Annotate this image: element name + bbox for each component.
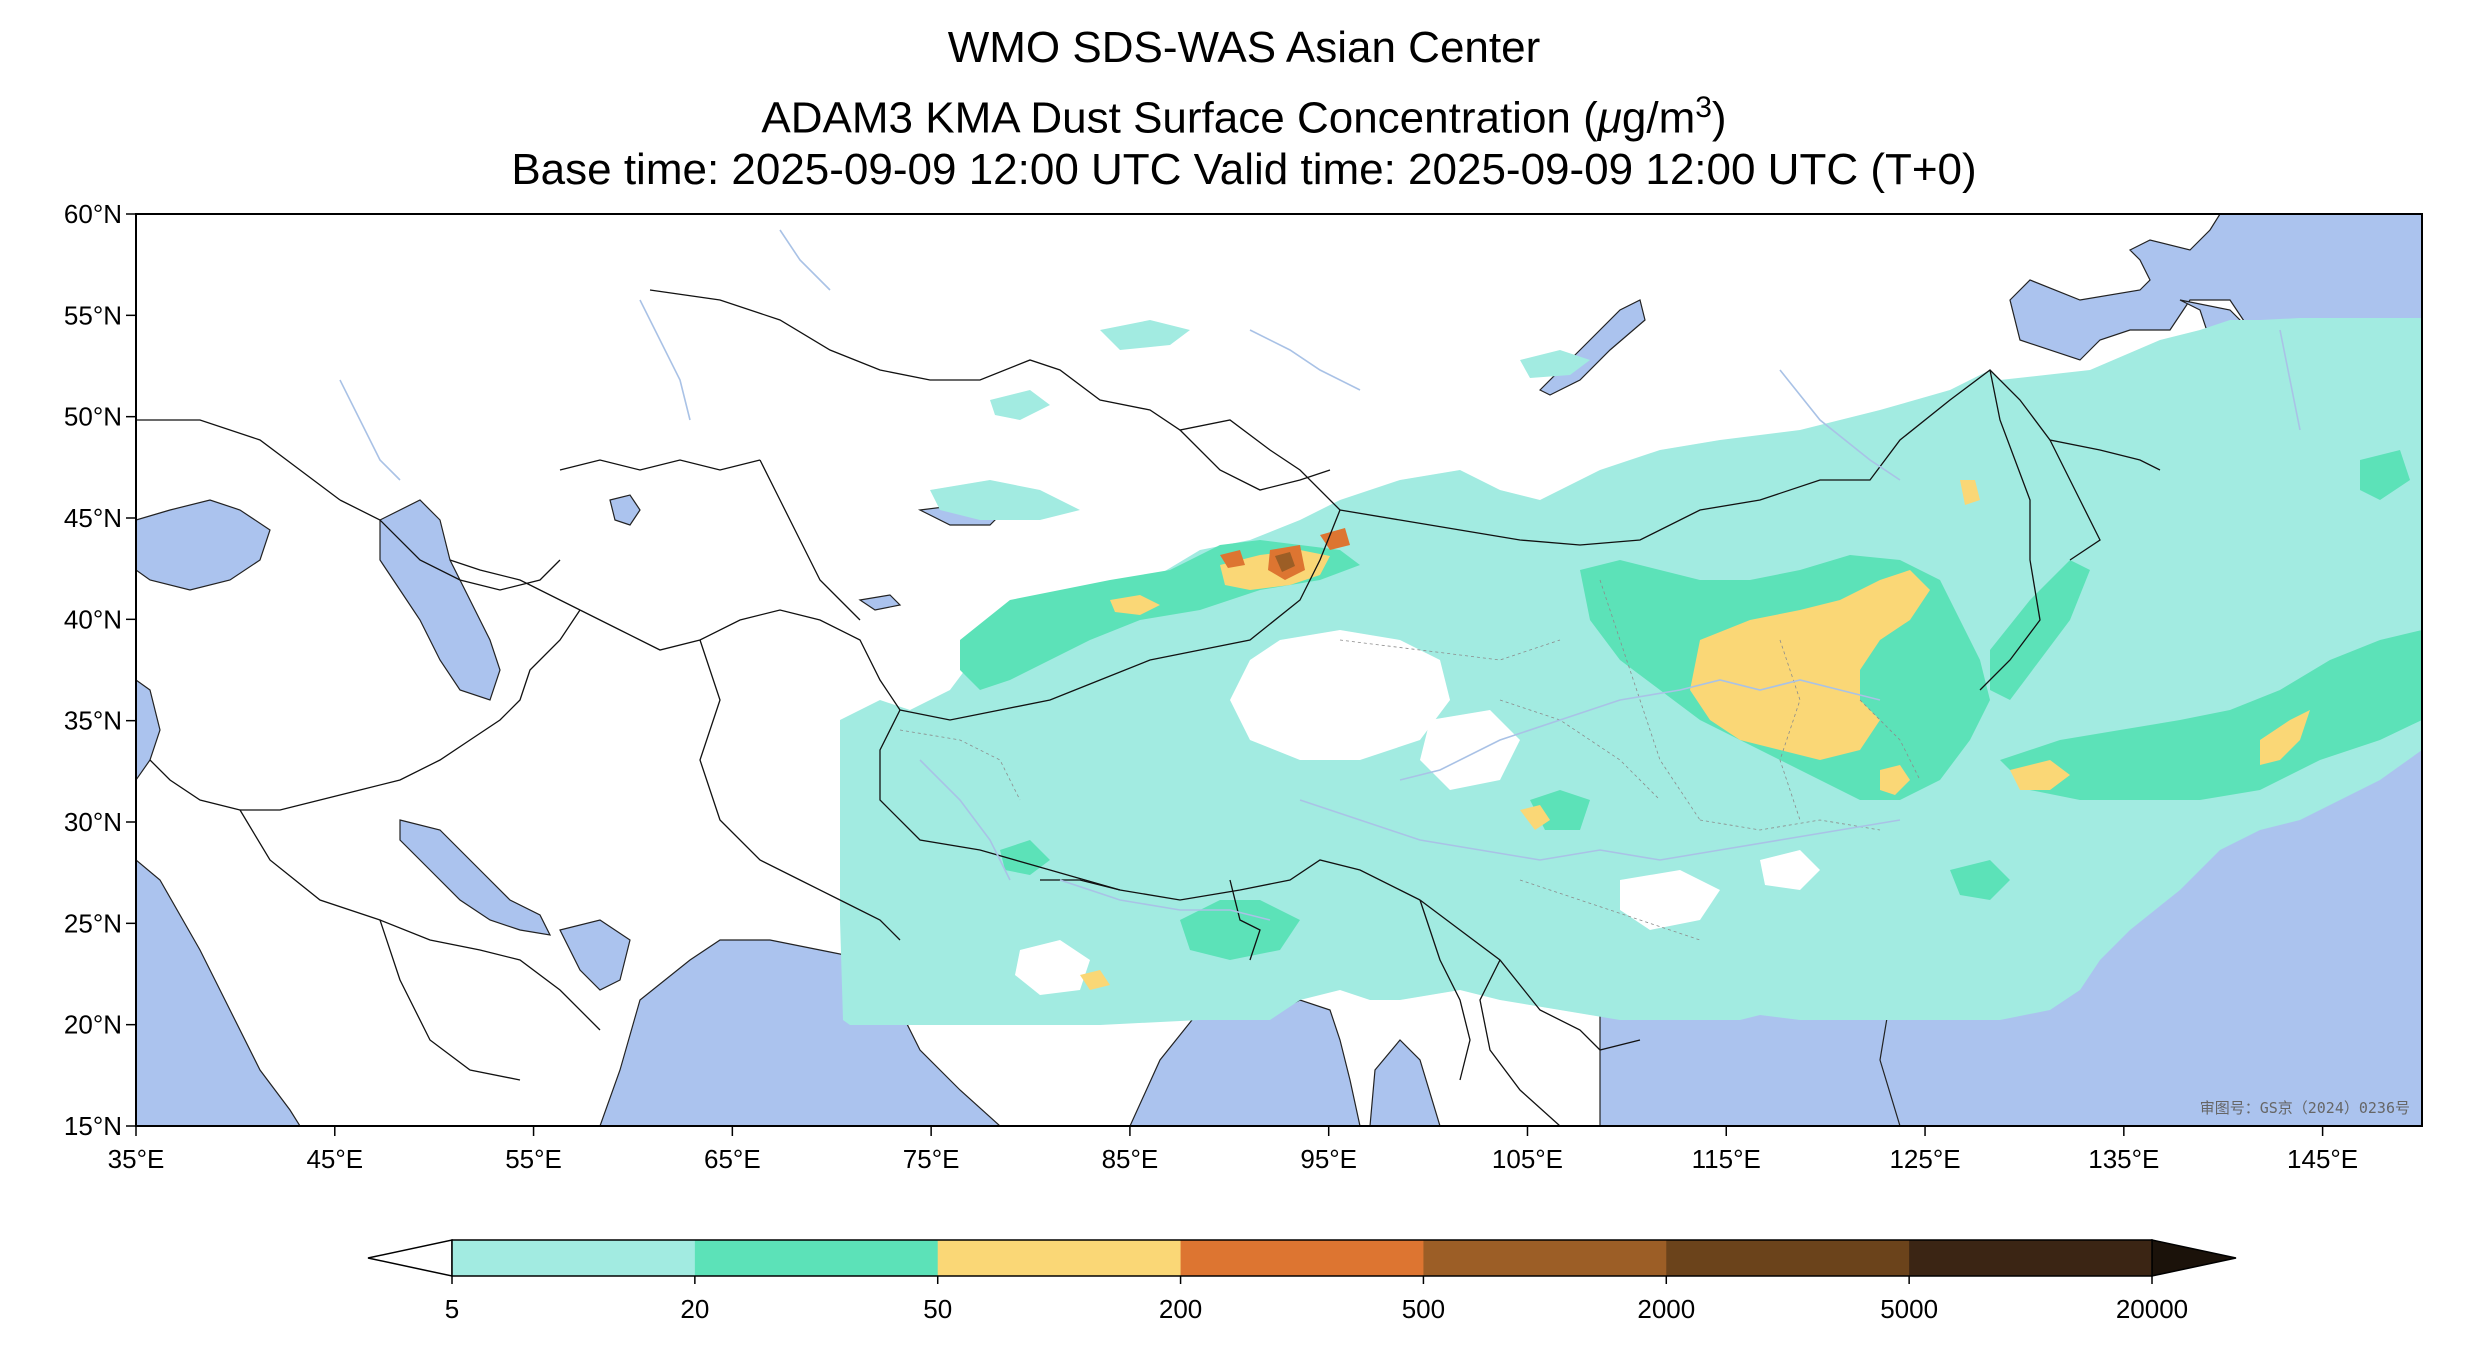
colorbar-bin	[1423, 1240, 1667, 1276]
mediterranean-sea	[136, 679, 161, 782]
lat-tick-label: 40°N	[64, 604, 122, 634]
colorbar-bin	[1909, 1240, 2153, 1276]
colorbar-outline	[451, 1239, 2153, 1277]
lon-tick-label: 75°E	[903, 1144, 960, 1174]
colorbar-tick-label: 5000	[1880, 1294, 1938, 1324]
time-info: Base time: 2025-09-09 12:00 UTC Valid ti…	[511, 145, 1977, 194]
colorbar-bins	[452, 1240, 2153, 1276]
colorbar-bin	[694, 1240, 939, 1276]
dust-fill-500-2000	[1275, 552, 1295, 572]
lat-tick-label: 35°N	[64, 706, 122, 736]
map-approval-stamp: 审图号：GS京（2024）0236号	[2200, 1099, 2410, 1117]
subtitle-exponent: 3	[1695, 91, 1712, 124]
colorbar-tick-label: 20	[680, 1294, 709, 1324]
colorbar-under-arrow	[367, 1239, 453, 1277]
andaman-sea	[1369, 1039, 1441, 1126]
colorbar-tick-label: 50	[923, 1294, 952, 1324]
lon-tick-label: 35°E	[108, 1144, 165, 1174]
lon-tick-label: 95°E	[1300, 1144, 1357, 1174]
lon-tick-label: 65°E	[704, 1144, 761, 1174]
gulf-of-oman	[559, 919, 631, 991]
subtitle-unit: g/m	[1621, 93, 1696, 143]
persian-gulf	[399, 819, 552, 936]
colorbar-tick-label: 2000	[1637, 1294, 1695, 1324]
rivers	[339, 229, 2301, 921]
colorbar-bin	[452, 1240, 696, 1276]
subtitle-mu: μ	[1597, 93, 1622, 143]
lat-tick-label: 55°N	[64, 300, 122, 330]
lat-tick-label: 30°N	[64, 807, 122, 837]
lon-tick-label: 135°E	[2088, 1144, 2159, 1174]
lat-tick-label: 20°N	[64, 1010, 122, 1040]
colorbar-tick-label: 500	[1402, 1294, 1445, 1324]
country-borders	[136, 289, 2161, 1126]
lon-tick-label: 85°E	[1102, 1144, 1159, 1174]
red-sea	[136, 859, 301, 1126]
colorbar-over-arrow	[2151, 1239, 2237, 1277]
latitude-axis: 60°N 55°N 50°N 45°N 40°N 35°N 30°N 25°N 20°N 15°N	[64, 199, 136, 1141]
colorbar-tick-label: 20000	[2116, 1294, 2188, 1324]
lon-tick-label: 125°E	[1889, 1144, 1960, 1174]
lon-tick-label: 105°E	[1492, 1144, 1563, 1174]
colorbar-tick-label: 200	[1159, 1294, 1202, 1324]
colorbar: 5 20 50 200 500 2000 5000 20000	[367, 1239, 2237, 1324]
map-frame	[135, 213, 2423, 1127]
lat-tick-label: 25°N	[64, 908, 122, 938]
province-borders	[899, 579, 1921, 941]
lon-tick-label: 145°E	[2287, 1144, 2358, 1174]
lat-tick-label: 50°N	[64, 402, 122, 432]
aral-sea	[609, 494, 641, 526]
subtitle-prefix: ADAM3 KMA Dust Surface Concentration (	[761, 93, 1598, 143]
subtitle-suffix: )	[1711, 93, 1727, 143]
longitude-axis: 35°E 45°E 55°E 65°E 75°E 85°E 95°E 105°E 115°E 12…	[108, 1126, 2358, 1174]
colorbar-bin	[1180, 1240, 1424, 1276]
map-subtitle: ADAM3 KMA Dust Surface Concentration (μg…	[0, 82, 2488, 145]
dust-fill-5-20	[840, 318, 2422, 1025]
colorbar-bin	[1666, 1240, 1910, 1276]
lat-tick-label: 60°N	[64, 199, 122, 229]
colorbar-bin	[937, 1240, 1182, 1276]
lon-tick-label: 115°E	[1692, 1144, 1761, 1174]
arabian-sea	[599, 939, 1001, 1126]
colorbar-ticks: 5 20 50 200 500 2000 5000 20000	[445, 1276, 2188, 1324]
lon-tick-label: 55°E	[505, 1144, 562, 1174]
clear-areas	[1015, 630, 1820, 995]
colorbar-tick-label: 5	[445, 1294, 459, 1324]
dust-fill-50-200	[1080, 480, 2310, 990]
lon-tick-label: 45°E	[306, 1144, 363, 1174]
black-sea	[136, 499, 271, 591]
dust-fill-200-500	[1220, 528, 1350, 580]
lat-tick-label: 45°N	[64, 503, 122, 533]
issyk-kul	[858, 594, 902, 611]
map-title: WMO SDS-WAS Asian Center	[947, 23, 1541, 72]
lat-tick-label: 15°N	[64, 1111, 122, 1141]
